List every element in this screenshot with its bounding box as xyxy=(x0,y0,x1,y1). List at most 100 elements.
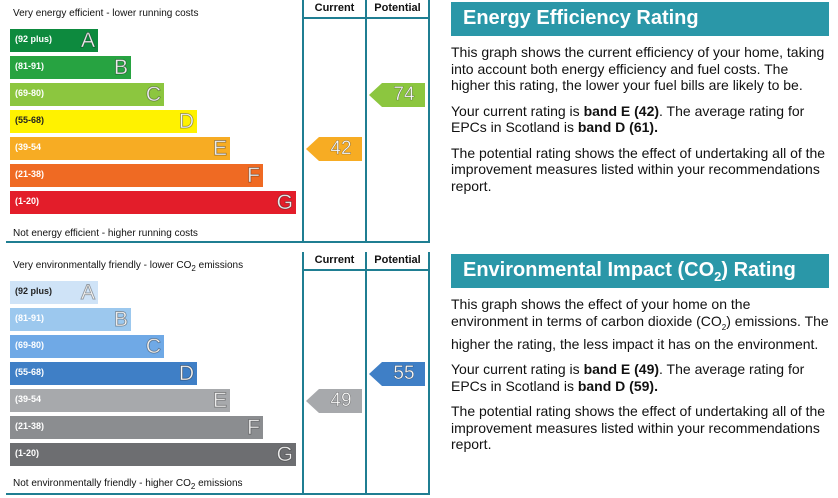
band-bar-f: (21-38) F xyxy=(10,164,263,188)
bottom-note-text: Not environmentally friendly - higher CO xyxy=(13,478,191,489)
band-range-label: (55-68) xyxy=(15,115,45,125)
environmental-current-rating-text: Your current rating is band E (49). The … xyxy=(451,361,829,394)
chart-bottom-note: Not energy efficient - higher running co… xyxy=(13,228,198,239)
energy-description: This graph shows the current efficiency … xyxy=(451,44,825,93)
text: Your current rating is xyxy=(451,361,584,378)
energy-current-rating-text: Your current rating is band E (42). The … xyxy=(451,103,829,136)
band-range-label: (92 plus) xyxy=(15,34,53,44)
band-range-label: (1-20) xyxy=(15,196,40,206)
band-bar-g: (1-20) G xyxy=(10,191,296,215)
divider-current xyxy=(302,252,304,495)
environmental-impact-panel: Environmental Impact (CO2) Rating This g… xyxy=(451,254,829,453)
environmental-description: This graph shows the effect of your home… xyxy=(451,296,829,352)
text: ) emissions. The higher the rating, the … xyxy=(451,312,829,352)
current-rating-arrow: 49 xyxy=(306,389,362,413)
potential-rating-arrow: 74 xyxy=(369,83,425,107)
subscript: 2 xyxy=(714,269,722,284)
divider-current xyxy=(302,0,304,243)
band-range-label: (92 plus) xyxy=(15,286,53,296)
divider-potential xyxy=(365,252,367,495)
environmental-impact-heading: Environmental Impact (CO2) Rating xyxy=(451,254,829,288)
rating-value: 55 xyxy=(393,363,415,385)
band-letter: B xyxy=(113,308,128,332)
column-current-label: Current xyxy=(314,254,355,266)
arrow-shape xyxy=(369,362,425,386)
bottom-note-end: emissions xyxy=(195,478,243,489)
band-range-label: (21-38) xyxy=(15,421,45,431)
arrow-shape xyxy=(306,137,362,161)
band-range-label: (39-54 xyxy=(15,142,42,152)
band-bar-f: (21-38) F xyxy=(10,416,263,440)
band-range-label: (55-68) xyxy=(15,367,45,377)
band-range-label: (81-91) xyxy=(15,61,45,71)
average-band: band D (59). xyxy=(577,377,658,394)
band-bar-b: (81-91) B xyxy=(10,308,131,332)
band-range-label: (81-91) xyxy=(15,313,45,323)
current-band: band E (49) xyxy=(583,361,660,378)
energy-rating-heading: Energy Efficiency Rating xyxy=(451,2,829,36)
band-bar-d: (55-68) D xyxy=(10,110,197,134)
band-letter: C xyxy=(145,83,161,107)
chart-bottom-note: Not environmentally friendly - higher CO… xyxy=(13,478,243,491)
band-letter: E xyxy=(212,137,227,161)
current-rating-arrow: 42 xyxy=(306,137,362,161)
band-range-label: (69-80) xyxy=(15,88,45,98)
rating-value: 42 xyxy=(330,138,352,160)
top-note-text: Very environmentally friendly - lower CO xyxy=(13,260,192,271)
band-letter: E xyxy=(212,389,227,413)
heading-end: ) Rating xyxy=(721,259,796,281)
band-letter: A xyxy=(80,29,95,53)
band-range-label: (21-38) xyxy=(15,169,45,179)
environmental-potential-text: The potential rating shows the effect of… xyxy=(451,403,826,453)
column-current-label: Current xyxy=(314,2,355,14)
arrow-shape xyxy=(306,389,362,413)
divider-potential xyxy=(365,0,367,243)
band-letter: G xyxy=(276,191,293,215)
chart-top-note: Very energy efficient - lower running co… xyxy=(13,8,199,19)
band-letter: A xyxy=(80,281,95,305)
column-potential-label: Potential xyxy=(374,2,421,14)
band-range-label: (39-54 xyxy=(15,394,42,404)
column-potential-label: Potential xyxy=(374,254,421,266)
divider-right xyxy=(428,252,430,495)
energy-rating-panel: Energy Efficiency Rating This graph show… xyxy=(451,2,829,194)
band-letter: G xyxy=(276,443,293,467)
band-bar-a: (92 plus) A xyxy=(10,29,98,53)
band-letter: C xyxy=(145,335,161,359)
text: . The average rating for EPCs in Scotlan… xyxy=(451,102,805,136)
subscript: 2 xyxy=(191,264,196,273)
band-letter: F xyxy=(247,164,261,188)
header-rule xyxy=(302,269,430,271)
band-letter: B xyxy=(113,56,128,80)
average-band: band D (61). xyxy=(577,119,658,135)
potential-rating-arrow: 55 xyxy=(369,362,425,386)
text: Your current rating is xyxy=(451,102,584,119)
rating-value: 74 xyxy=(393,84,415,106)
current-band: band E (42) xyxy=(583,102,660,119)
chart-frame xyxy=(6,0,430,243)
text: This graph shows the effect of your home… xyxy=(451,296,751,329)
band-bar-d: (55-68) D xyxy=(10,362,197,386)
arrow-fill xyxy=(369,83,425,107)
band-range-label: (1-20) xyxy=(15,448,40,458)
top-note-end: emissions xyxy=(195,260,244,271)
chart-top-note: Very environmentally friendly - lower CO… xyxy=(13,260,243,273)
band-letter: D xyxy=(178,362,194,386)
divider-right xyxy=(428,0,430,243)
subscript: 2 xyxy=(721,322,727,332)
arrow-fill xyxy=(369,362,425,386)
arrow-fill xyxy=(306,137,362,161)
environmental-impact-chart: Very environmentally friendly - lower CO… xyxy=(6,252,430,495)
band-bar-a: (92 plus) A xyxy=(10,281,98,305)
band-bar-b: (81-91) B xyxy=(10,56,131,80)
band-letter: D xyxy=(178,110,194,134)
arrow-fill xyxy=(306,389,362,413)
band-bar-e: (39-54 E xyxy=(10,137,230,161)
band-bar-c: (69-80) C xyxy=(10,335,164,359)
band-range-label: (69-80) xyxy=(15,340,45,350)
band-bar-g: (1-20) G xyxy=(10,443,296,467)
heading-text: Environmental Impact (CO xyxy=(463,259,715,281)
header-rule xyxy=(302,17,430,19)
text: . The average rating for EPCs in Scotlan… xyxy=(451,361,805,394)
band-bar-e: (39-54 E xyxy=(10,389,230,413)
